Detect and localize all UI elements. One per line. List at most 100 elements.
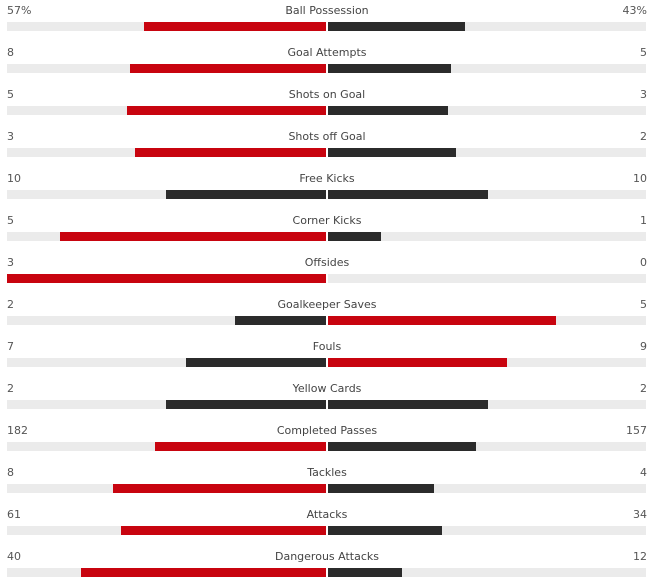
home-bar	[135, 148, 326, 157]
home-value: 40	[7, 550, 21, 563]
home-bar	[60, 232, 326, 241]
stat-label: Shots on Goal	[288, 88, 366, 101]
stat-label: Fouls	[312, 340, 342, 353]
home-value: 61	[7, 508, 21, 521]
away-bar	[328, 190, 488, 199]
stat-bar-track	[7, 22, 646, 31]
bar-center-divider	[326, 568, 328, 577]
away-bar	[328, 22, 465, 31]
stat-label: Ball Possession	[285, 4, 369, 17]
stat-header: 2 Yellow Cards 2	[7, 381, 647, 396]
stat-bar-track	[7, 526, 646, 535]
home-bar	[121, 526, 326, 535]
away-value: 9	[640, 340, 647, 353]
home-value: 8	[7, 46, 14, 59]
away-value: 157	[626, 424, 647, 437]
stat-header: 7 Fouls 9	[7, 339, 647, 354]
away-bar	[328, 484, 434, 493]
stat-row-goal-attempts: 8 Goal Attempts 5	[0, 42, 653, 84]
away-bar	[328, 106, 448, 115]
stat-header: 3 Shots off Goal 2	[7, 129, 647, 144]
away-bar	[328, 232, 381, 241]
bar-center-divider	[326, 64, 328, 73]
away-value: 2	[640, 130, 647, 143]
stat-header: 5 Corner Kicks 1	[7, 213, 647, 228]
away-value: 4	[640, 466, 647, 479]
stat-row-completed-passes: 182 Completed Passes 157	[0, 420, 653, 462]
away-value: 34	[633, 508, 647, 521]
home-bar	[144, 22, 326, 31]
stat-label: Tackles	[307, 466, 347, 479]
stat-label: Free Kicks	[299, 172, 355, 185]
away-value: 43%	[622, 4, 647, 17]
away-bar	[328, 442, 476, 451]
stat-bar-track	[7, 442, 646, 451]
home-value: 2	[7, 382, 14, 395]
stat-bar-track	[7, 64, 646, 73]
stat-row-shots-off-goal: 3 Shots off Goal 2	[0, 126, 653, 168]
away-bar	[328, 316, 556, 325]
away-value: 0	[640, 256, 647, 269]
away-value: 1	[640, 214, 647, 227]
home-value: 5	[7, 88, 14, 101]
bar-center-divider	[326, 358, 328, 367]
stat-header: 3 Offsides 0	[7, 255, 647, 270]
stat-header: 61 Attacks 34	[7, 507, 647, 522]
stat-row-dangerous-attacks: 40 Dangerous Attacks 12	[0, 546, 653, 588]
home-value: 3	[7, 256, 14, 269]
stat-row-yellow-cards: 2 Yellow Cards 2	[0, 378, 653, 420]
stat-header: 8 Goal Attempts 5	[7, 45, 647, 60]
stat-header: 10 Free Kicks 10	[7, 171, 647, 186]
home-value: 5	[7, 214, 14, 227]
away-value: 12	[633, 550, 647, 563]
home-bar	[81, 568, 326, 577]
stat-header: 2 Goalkeeper Saves 5	[7, 297, 647, 312]
away-value: 5	[640, 46, 647, 59]
stat-bar-track	[7, 148, 646, 157]
home-value: 3	[7, 130, 14, 143]
stat-label: Goalkeeper Saves	[277, 298, 377, 311]
stat-label: Goal Attempts	[287, 46, 367, 59]
away-bar	[328, 358, 507, 367]
bar-center-divider	[326, 526, 328, 535]
stat-label: Yellow Cards	[292, 382, 362, 395]
away-value: 5	[640, 298, 647, 311]
home-value: 182	[7, 424, 28, 437]
bar-center-divider	[326, 190, 328, 199]
bar-center-divider	[326, 400, 328, 409]
stat-label: Dangerous Attacks	[275, 550, 379, 563]
away-bar	[328, 400, 488, 409]
stat-bar-track	[7, 106, 646, 115]
home-bar	[7, 274, 326, 283]
stat-bar-track	[7, 484, 646, 493]
stat-row-tackles: 8 Tackles 4	[0, 462, 653, 504]
home-bar	[127, 106, 326, 115]
bar-center-divider	[326, 148, 328, 157]
bar-center-divider	[326, 22, 328, 31]
stat-header: 5 Shots on Goal 3	[7, 87, 647, 102]
home-value: 8	[7, 466, 14, 479]
bar-center-divider	[326, 106, 328, 115]
away-value: 3	[640, 88, 647, 101]
away-value: 2	[640, 382, 647, 395]
stat-row-shots-on-goal: 5 Shots on Goal 3	[0, 84, 653, 126]
away-bar	[328, 64, 451, 73]
home-value: 7	[7, 340, 14, 353]
bar-center-divider	[326, 484, 328, 493]
bar-center-divider	[326, 232, 328, 241]
stat-label: Corner Kicks	[292, 214, 362, 227]
stat-bar-track	[7, 274, 646, 283]
away-bar	[328, 148, 456, 157]
stat-row-goalkeeper-saves: 2 Goalkeeper Saves 5	[0, 294, 653, 336]
stat-row-ball-possession: 57% Ball Possession 43%	[0, 0, 653, 42]
stat-row-free-kicks: 10 Free Kicks 10	[0, 168, 653, 210]
stat-bar-track	[7, 190, 646, 199]
home-value: 57%	[7, 4, 32, 17]
stat-bar-track	[7, 316, 646, 325]
home-bar	[113, 484, 326, 493]
stat-label: Shots off Goal	[288, 130, 366, 143]
stat-bar-track	[7, 400, 646, 409]
home-bar	[166, 190, 326, 199]
stat-row-offsides: 3 Offsides 0	[0, 252, 653, 294]
